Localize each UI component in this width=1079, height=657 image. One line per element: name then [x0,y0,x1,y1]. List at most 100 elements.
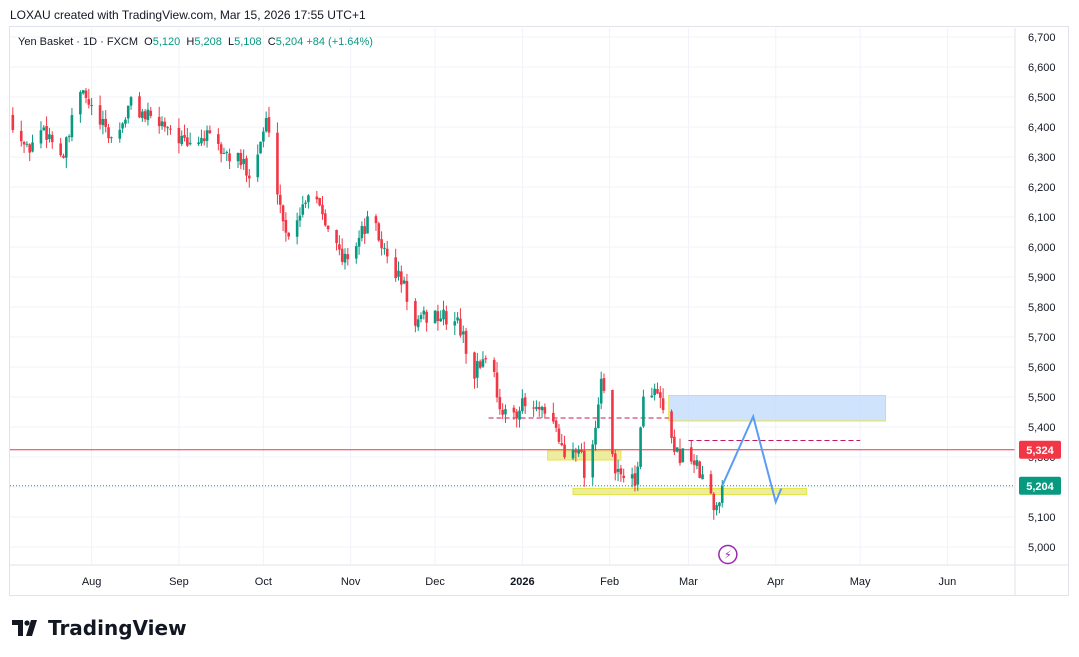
candle-body [611,389,614,455]
candle [639,426,642,470]
candle-body [459,318,462,336]
candle-body [22,141,26,145]
candle-body [335,230,338,244]
candle-body [28,144,32,153]
candle-body [287,232,290,237]
candle [397,261,400,281]
x-tick-label: Aug [82,576,102,588]
candle [335,229,338,251]
candle-body [594,427,597,445]
candle [160,116,164,130]
candle [169,124,172,135]
candle-body [543,407,547,414]
candle [200,129,203,147]
candle [346,248,350,266]
candle [715,502,718,516]
candle-body [50,134,54,143]
candle-body [402,280,406,284]
candle-body [453,321,457,326]
candle-body [397,270,400,277]
candle [456,311,459,324]
candle-body [650,395,654,398]
candle [301,195,305,218]
candle-body [180,135,184,145]
candle [50,131,54,149]
candle-body [394,257,397,279]
candle [439,310,443,322]
candle [202,130,206,146]
candle-body [602,378,606,391]
candle-body [84,90,88,98]
candle-body [405,280,409,302]
candle [205,125,209,148]
candle-body [380,239,383,249]
y-tick-label: 6,200 [1028,182,1056,194]
candle-body [630,474,634,479]
candle [281,204,285,232]
candle-body [622,475,625,478]
candle-body [498,397,502,410]
candle-body [591,444,595,478]
candle [574,447,578,462]
candle-body [307,195,310,203]
candle-body [141,111,144,118]
candle-body [582,450,586,478]
candle-body [492,359,496,372]
candle [712,492,716,520]
candle-body [374,216,378,224]
x-tick-label: Apr [767,576,784,588]
candle [400,265,403,293]
candle [22,140,26,154]
candle-body [245,158,248,176]
candle [84,87,88,104]
candle-body [343,253,347,263]
candle [81,89,85,95]
candle-body [464,330,468,354]
candle [419,312,423,323]
tradingview-logo[interactable]: TradingView [12,616,187,640]
x-tick-label: Jun [939,576,957,588]
lightning-icon: ⚡ [724,549,732,562]
candle [453,312,457,336]
candle [267,106,271,138]
candle-body [205,130,209,141]
candle [698,460,702,479]
candle [65,136,68,169]
y-tick-label: 6,100 [1028,212,1056,224]
candle [90,98,93,116]
candle-body [554,420,558,428]
candle [599,371,603,410]
candle [186,127,189,147]
candle [245,155,248,183]
symbol-label[interactable]: Yen Basket · 1D · FXCM [18,36,139,48]
y-tick-label: 5,000 [1028,542,1056,554]
candle-body [419,315,423,320]
candle-body [515,411,519,419]
y-tick-label: 5,700 [1028,332,1056,344]
candle [110,136,113,143]
candle-body [695,460,699,466]
y-tick-label: 5,800 [1028,302,1056,314]
candle-body [363,226,367,234]
candle-body [104,118,108,127]
x-tick-label: Feb [600,576,619,588]
axis-layer: 6,700 6,600 6,500 6,400 6,300 6,200 6,100 6,000… [10,28,1069,596]
candle [11,107,15,133]
candle [416,315,420,331]
candle [554,419,558,432]
candle-body [712,493,716,511]
candle-body [31,142,34,152]
y-tick-label: 5,100 [1028,512,1056,524]
candle [124,117,127,128]
projection-path [721,413,783,506]
candle [70,107,74,142]
price-badge-label: 5,204 [1026,481,1054,493]
candle [402,276,406,285]
candle-body [81,90,85,94]
candle-body [242,159,245,165]
candle-body [315,196,319,200]
candle-body [495,372,499,398]
candle [262,127,265,148]
candle [298,207,302,228]
